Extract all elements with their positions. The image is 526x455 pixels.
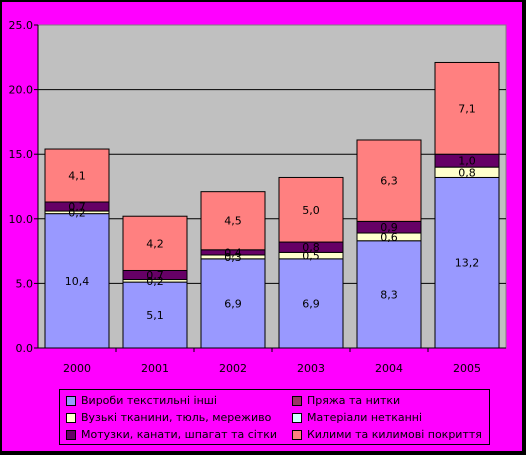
data-label: 5,1: [146, 309, 164, 322]
legend-item: Вузькі тканини, тюль, мереживо: [66, 411, 271, 424]
data-label: 4,1: [68, 170, 86, 183]
legend-label: Мотузки, канати, шпагат та сітки: [81, 428, 278, 441]
bar-segment: [200, 258, 266, 349]
bar-segment: [434, 176, 500, 349]
bar-segment: [122, 215, 188, 271]
legend-item: Вироби текстильні інші: [66, 394, 217, 407]
x-tick-label: 2005: [453, 362, 481, 375]
x-tick-label: 2001: [141, 362, 169, 375]
data-label: 1,0: [458, 155, 476, 168]
x-tick-label: 2004: [375, 362, 403, 375]
legend-item: Пряжа та нитки: [292, 394, 400, 407]
data-label: 0,4: [224, 246, 242, 259]
bar-segment: [278, 176, 344, 243]
bar-segment: [200, 191, 266, 251]
x-tick-label: 2002: [219, 362, 247, 375]
data-label: 13,2: [455, 257, 480, 270]
legend-swatch: [292, 395, 302, 406]
legend-swatch: [66, 412, 76, 423]
data-label: 0,6: [380, 231, 398, 244]
data-label: 0,5: [302, 250, 320, 263]
plot-area: [37, 24, 507, 349]
legend-label: Вузькі тканини, тюль, мереживо: [81, 411, 272, 424]
data-label: 0,2: [68, 206, 86, 219]
legend-item: Килими та килимові покриття: [292, 428, 482, 441]
y-tick-label: 10.0: [9, 213, 34, 226]
legend-label: Вироби текстильні інші: [81, 394, 217, 407]
legend-label: Килими та килимові покриття: [307, 428, 482, 441]
data-label: 4,5: [224, 215, 242, 228]
y-axis: 0.0 5.0 10.0 15.0 20.0 25.0: [9, 19, 39, 355]
legend-label: Матеріали нетканні: [307, 411, 423, 424]
data-label: 0,9: [380, 221, 398, 234]
bar-segment: [44, 148, 110, 203]
y-tick-label: 0.0: [16, 342, 34, 355]
data-label: 5,0: [302, 204, 320, 217]
x-axis: 2000 2001 2002 2003 2004 2005: [38, 347, 506, 375]
legend-swatch: [292, 429, 302, 440]
data-label: 6,9: [302, 297, 320, 310]
bar-segment: [356, 240, 422, 349]
data-label: 6,3: [380, 175, 398, 188]
data-label: 0,7: [68, 201, 86, 214]
legend-swatch: [292, 412, 302, 423]
data-label: 4,2: [146, 237, 164, 250]
legend-item: Мотузки, канати, шпагат та сітки: [66, 428, 277, 441]
bar-segment: [434, 61, 500, 155]
bar-labels-layer: 10,40,20,74,15,10,20,74,26,90,30,44,56,9…: [65, 102, 480, 322]
bar-segment: [356, 139, 422, 222]
data-label: 6,9: [224, 297, 242, 310]
data-label: 8,3: [380, 288, 398, 301]
data-label: 10,4: [65, 275, 90, 288]
bar-segment: [44, 213, 110, 349]
data-label: 0,2: [146, 275, 164, 288]
data-label: 0,8: [302, 241, 320, 254]
y-tick-label: 25.0: [9, 19, 34, 32]
x-tick-label: 2003: [297, 362, 325, 375]
gridlines: [38, 89, 506, 284]
legend-item: Матеріали нетканні: [292, 411, 422, 424]
legend-label: Пряжа та нитки: [307, 394, 401, 407]
data-label: 7,1: [458, 102, 476, 115]
bar-segment: [122, 281, 188, 349]
data-label: 0,3: [224, 251, 242, 264]
bar-segment: [278, 258, 344, 349]
data-label: 0,8: [458, 166, 476, 179]
y-tick-label: 15.0: [9, 148, 34, 161]
legend: Вироби текстильні інші Пряжа та нитки Ву…: [59, 389, 490, 445]
y-tick-label: 5.0: [16, 277, 34, 290]
legend-swatch: [66, 395, 76, 406]
x-tick-label: 2000: [63, 362, 91, 375]
y-tick-label: 20.0: [9, 84, 34, 97]
legend-swatch: [66, 429, 76, 440]
bars-layer: [44, 61, 500, 349]
data-label: 0,7: [146, 269, 164, 282]
